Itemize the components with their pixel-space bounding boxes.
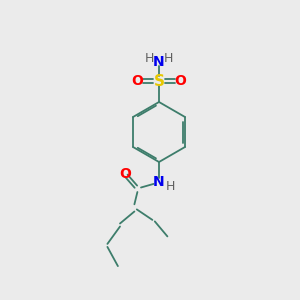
Text: N: N [153, 176, 165, 189]
Text: H: H [164, 52, 173, 65]
Text: S: S [154, 74, 164, 88]
Text: O: O [131, 74, 143, 88]
Text: O: O [175, 74, 187, 88]
Text: H: H [145, 52, 154, 65]
Text: N: N [153, 56, 165, 69]
Text: O: O [119, 167, 131, 181]
Text: H: H [166, 179, 175, 193]
